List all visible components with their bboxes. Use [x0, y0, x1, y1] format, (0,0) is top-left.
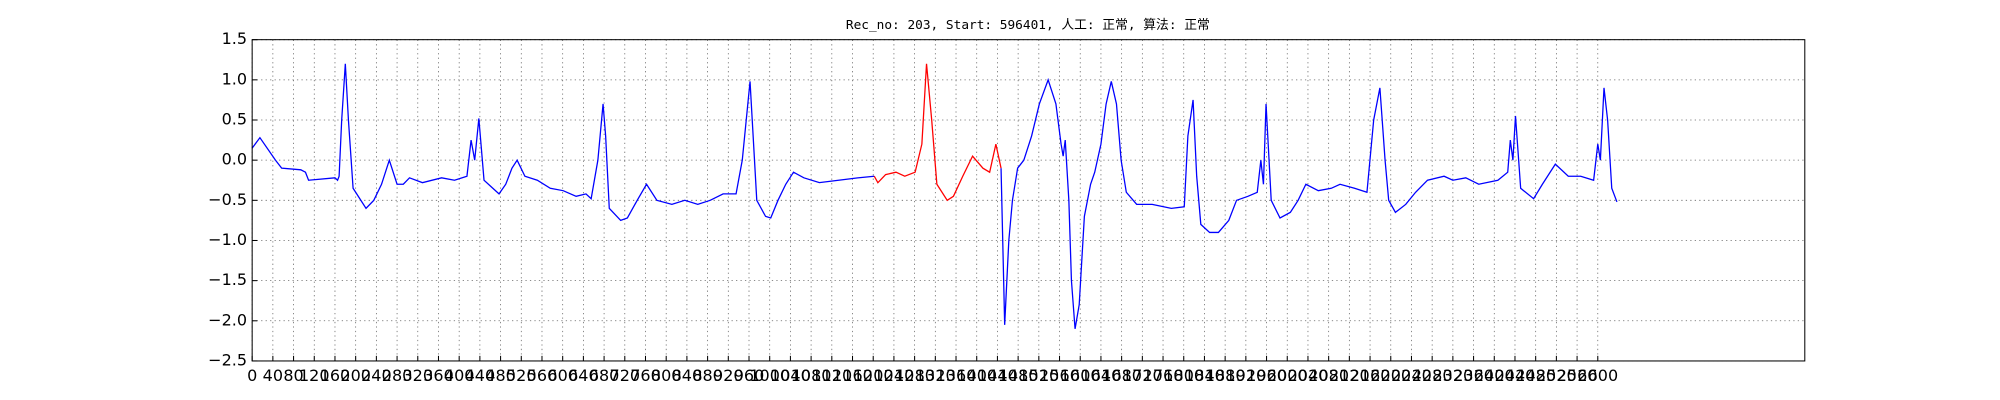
- x-tick-label: 320: [403, 366, 434, 385]
- x-tick-label: 1440: [977, 366, 1018, 385]
- x-tick-label: 2440: [1495, 366, 1536, 385]
- x-tick-label: 1760: [1143, 366, 1184, 385]
- x-tick-label: 760: [630, 366, 661, 385]
- chart-title: Rec_no: 203, Start: 596401, 人工: 正常, 算法: …: [846, 18, 1210, 33]
- x-tick-label: 1600: [1060, 366, 1101, 385]
- x-tick-label: 960: [734, 366, 765, 385]
- x-tick-label: 480: [485, 366, 516, 385]
- x-tick-label: 280: [382, 366, 413, 385]
- ecg-line: [251, 63, 1618, 329]
- y-tick-label: 0.5: [222, 110, 247, 129]
- x-tick-label: 2520: [1536, 366, 1577, 385]
- x-tick-label: 2080: [1308, 366, 1349, 385]
- x-tick-label: 2120: [1329, 366, 1370, 385]
- y-tick-label: 0.0: [222, 150, 247, 169]
- plot-frame: [251, 39, 1806, 362]
- x-tick-label: 1720: [1122, 366, 1163, 385]
- x-tick-label: 1400: [956, 366, 997, 385]
- x-tick-label: 520: [506, 366, 537, 385]
- x-tick-label: 360: [423, 366, 454, 385]
- y-tick-label: −2.5: [208, 350, 247, 369]
- x-tick-label: 1200: [853, 366, 894, 385]
- x-tick-label: 640: [568, 366, 599, 385]
- y-tick-label: −0.5: [208, 190, 247, 209]
- x-tick-label: 2280: [1412, 366, 1453, 385]
- x-tick-label: 2200: [1370, 366, 1411, 385]
- x-tick-label: 440: [465, 366, 496, 385]
- x-tick-label: 880: [692, 366, 723, 385]
- y-tick-label: −1.0: [208, 230, 247, 249]
- x-tick-label: 1840: [1184, 366, 1225, 385]
- x-tick-label: 680: [589, 366, 620, 385]
- x-tick-label: 160: [320, 366, 351, 385]
- x-tick-label: 1280: [894, 366, 935, 385]
- x-tick-label: 1240: [874, 366, 915, 385]
- x-tick-label: 1960: [1246, 366, 1287, 385]
- x-tick-label: 2000: [1267, 366, 1308, 385]
- x-tick-label: 40: [263, 366, 283, 385]
- x-tick-label: 1040: [770, 366, 811, 385]
- x-tick-label: 1920: [1225, 366, 1266, 385]
- x-tick-label: 120: [299, 366, 330, 385]
- x-tick-label: 2480: [1515, 366, 1556, 385]
- x-tick-label: 200: [340, 366, 371, 385]
- x-tick-label: 1560: [1039, 366, 1080, 385]
- x-tick-label: 1360: [936, 366, 977, 385]
- x-tick-label: 2400: [1474, 366, 1515, 385]
- x-tick-label: 2600: [1577, 366, 1618, 385]
- ecg-line: [873, 63, 1002, 202]
- x-tick-label: 600: [547, 366, 578, 385]
- y-tick-label: 1.0: [222, 69, 247, 88]
- x-tick-label: 1520: [1018, 366, 1059, 385]
- x-tick-label: 560: [527, 366, 558, 385]
- x-tick-label: 920: [713, 366, 744, 385]
- y-tick-label: −2.0: [208, 310, 247, 329]
- x-tick-label: 2360: [1453, 366, 1494, 385]
- x-tick-label: 2160: [1350, 366, 1391, 385]
- x-tick-label: 1680: [1101, 366, 1142, 385]
- x-tick-label: 0: [247, 366, 257, 385]
- x-tick-label: 1320: [915, 366, 956, 385]
- x-tick-label: 400: [444, 366, 475, 385]
- x-tick-label: 1120: [811, 366, 852, 385]
- x-tick-label: 2320: [1433, 366, 1474, 385]
- x-tick-label: 2240: [1391, 366, 1432, 385]
- x-tick-label: 720: [610, 366, 641, 385]
- y-tick-label: −1.5: [208, 270, 247, 289]
- x-tick-label: 240: [361, 366, 392, 385]
- x-tick-label: 2040: [1288, 366, 1329, 385]
- y-tick-label: 1.5: [222, 29, 247, 48]
- x-tick-label: 840: [672, 366, 703, 385]
- x-tick-label: 1480: [998, 366, 1039, 385]
- x-tick-label: 80: [283, 366, 303, 385]
- x-tick-label: 1160: [832, 366, 873, 385]
- x-tick-label: 1080: [791, 366, 832, 385]
- x-tick-label: 800: [651, 366, 682, 385]
- x-tick-label: 1640: [1081, 366, 1122, 385]
- x-tick-label: 1800: [1163, 366, 1204, 385]
- x-tick-label: 1000: [749, 366, 790, 385]
- x-tick-label: 2560: [1557, 366, 1598, 385]
- x-tick-label: 1880: [1205, 366, 1246, 385]
